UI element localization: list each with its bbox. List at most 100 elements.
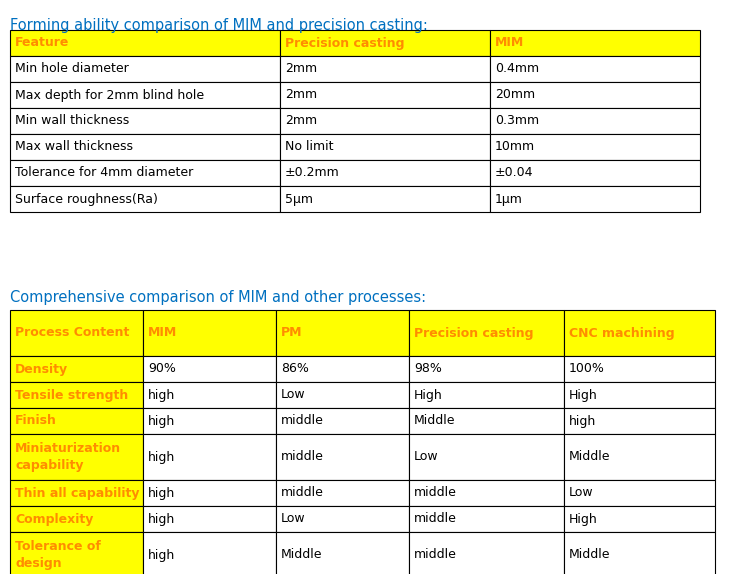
Text: PM: PM [281,327,302,339]
Bar [564,382,715,408]
Text: middle: middle [414,513,457,526]
Bar [490,30,700,56]
Text: 20mm: 20mm [495,88,535,102]
Text: 10mm: 10mm [495,141,535,153]
Bar [276,356,409,382]
Bar [10,108,280,134]
Text: ±0.04: ±0.04 [495,166,534,180]
Text: Miniaturization
capability: Miniaturization capability [15,443,121,471]
Bar [143,434,276,480]
Bar [564,356,715,382]
Text: Thin all capability: Thin all capability [15,487,140,499]
Text: 2mm: 2mm [285,88,317,102]
Bar [564,310,715,356]
Text: Density: Density [15,363,68,375]
Bar [280,134,490,160]
Text: High: High [414,389,443,401]
Bar [276,480,409,506]
Text: ±0.2mm: ±0.2mm [285,166,340,180]
Text: high: high [148,513,175,526]
Bar [276,434,409,480]
Text: middle: middle [281,414,324,428]
Bar [564,506,715,532]
Text: 90%: 90% [148,363,176,375]
Bar [10,506,143,532]
Text: MIM: MIM [495,37,524,49]
Bar [564,532,715,574]
Bar [409,532,564,574]
Text: Precision casting: Precision casting [414,327,534,339]
Text: Tensile strength: Tensile strength [15,389,129,401]
Bar [280,160,490,186]
Bar [564,434,715,480]
Bar [490,108,700,134]
Text: Precision casting: Precision casting [285,37,404,49]
Bar [564,480,715,506]
Bar [10,56,280,82]
Bar [143,408,276,434]
Text: Low: Low [281,389,306,401]
Text: high: high [148,451,175,463]
Text: High: High [569,389,598,401]
Text: 2mm: 2mm [285,114,317,127]
Bar [280,56,490,82]
Text: Feature: Feature [15,37,69,49]
Bar [10,356,143,382]
Text: Middle: Middle [569,549,610,561]
Text: 2mm: 2mm [285,63,317,76]
Text: No limit: No limit [285,141,333,153]
Text: 0.3mm: 0.3mm [495,114,539,127]
Bar [276,506,409,532]
Bar [276,382,409,408]
Bar [143,310,276,356]
Bar [10,408,143,434]
Bar [10,480,143,506]
Text: Finish: Finish [15,414,57,428]
Bar [490,134,700,160]
Text: high: high [148,487,175,499]
Bar [280,108,490,134]
Bar [409,382,564,408]
Bar [10,30,280,56]
Bar [564,408,715,434]
Text: 0.4mm: 0.4mm [495,63,539,76]
Text: 86%: 86% [281,363,309,375]
Text: Process Content: Process Content [15,327,129,339]
Text: 1μm: 1μm [495,192,523,205]
Text: high: high [148,389,175,401]
Text: middle: middle [414,549,457,561]
Text: Min hole diameter: Min hole diameter [15,63,129,76]
Bar [280,30,490,56]
Bar [276,408,409,434]
Bar [10,134,280,160]
Text: Tolerance for 4mm diameter: Tolerance for 4mm diameter [15,166,194,180]
Bar [10,532,143,574]
Bar [280,186,490,212]
Bar [490,56,700,82]
Text: Max wall thickness: Max wall thickness [15,141,133,153]
Bar [143,356,276,382]
Text: Complexity: Complexity [15,513,93,526]
Text: Middle: Middle [414,414,455,428]
Bar [409,310,564,356]
Bar [10,82,280,108]
Text: middle: middle [414,487,457,499]
Text: Comprehensive comparison of MIM and other processes:: Comprehensive comparison of MIM and othe… [10,290,426,305]
Bar [276,310,409,356]
Text: Forming ability comparison of MIM and precision casting:: Forming ability comparison of MIM and pr… [10,18,428,33]
Text: middle: middle [281,451,324,463]
Bar [409,506,564,532]
Bar [409,356,564,382]
Text: Low: Low [569,487,593,499]
Bar [409,434,564,480]
Text: middle: middle [281,487,324,499]
Text: Middle: Middle [569,451,610,463]
Text: 5μm: 5μm [285,192,313,205]
Text: Tolerance of
design: Tolerance of design [15,541,101,569]
Bar [10,310,143,356]
Bar [409,480,564,506]
Text: High: High [569,513,598,526]
Text: Surface roughness(Ra): Surface roughness(Ra) [15,192,158,205]
Bar [143,382,276,408]
Text: Low: Low [281,513,306,526]
